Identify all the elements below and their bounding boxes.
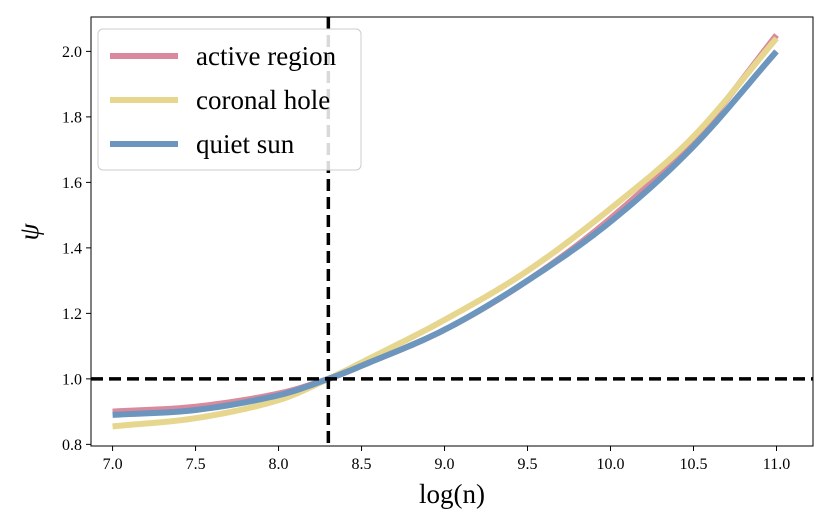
x-tick-label: 9.5: [518, 456, 538, 473]
y-tick-label: 1.2: [62, 306, 82, 323]
x-axis-label: log(n): [419, 479, 485, 509]
series-line-3: [112, 49, 779, 418]
x-tick-label: 8.5: [352, 456, 372, 473]
y-tick-label: 0.8: [62, 437, 82, 454]
x-tick-label: 10.0: [597, 456, 625, 473]
legend-label: quiet sun: [196, 129, 295, 159]
y-tick-label: 1.6: [62, 175, 82, 192]
x-axis-ticks: 7.0 7.5 8.0 8.5 9.0 9.5 10.0 10.5 11.0: [103, 446, 790, 473]
x-tick-label: 8.0: [269, 456, 289, 473]
legend: active region coronal hole quiet sun: [97, 28, 362, 171]
series-layer: [112, 33, 779, 430]
y-axis-label: ψ: [14, 222, 44, 240]
plot-frame: [90, 16, 814, 447]
y-axis-ticks: 0.8 1.0 1.2 1.4 1.6 1.8 2.0: [62, 44, 91, 454]
legend-label: active region: [196, 41, 337, 71]
legend-box: [97, 28, 362, 171]
x-tick-label: 11.0: [763, 456, 790, 473]
x-tick-label: 7.5: [186, 456, 206, 473]
x-tick-label: 7.0: [103, 456, 123, 473]
legend-label: coronal hole: [196, 85, 330, 115]
series-line-2: [112, 36, 779, 430]
x-tick-label: 10.5: [679, 456, 707, 473]
y-tick-label: 1.0: [62, 371, 82, 388]
reference-lines: [91, 17, 813, 446]
y-tick-label: 1.4: [62, 240, 82, 257]
y-tick-label: 1.8: [62, 109, 82, 126]
x-tick-label: 9.0: [435, 456, 455, 473]
y-tick-label: 2.0: [62, 44, 82, 61]
